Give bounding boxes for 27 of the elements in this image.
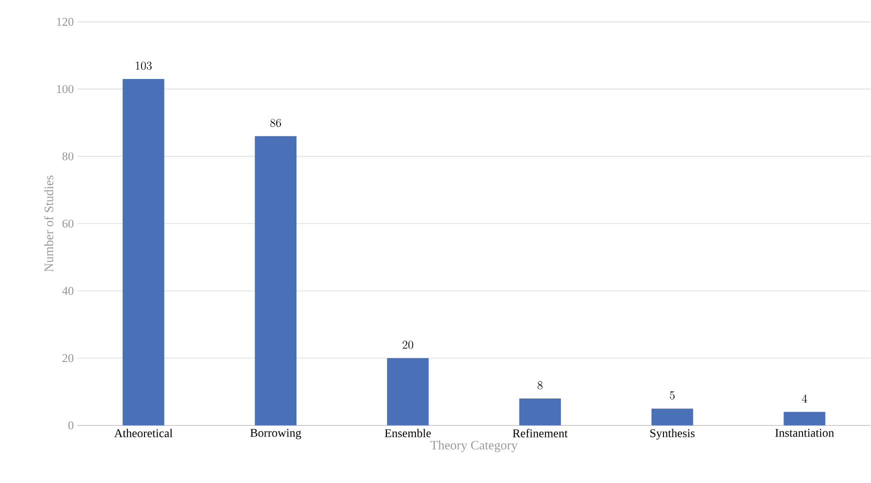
bar	[122, 79, 164, 426]
bar	[651, 408, 694, 426]
y-tick-label: 60	[62, 220, 74, 228]
x-tick-label: Instantiation	[775, 428, 834, 437]
y-tick-label: 40	[62, 286, 74, 295]
bar	[387, 358, 429, 426]
y-tick-label: 120	[57, 18, 74, 26]
y-tick-label: 80	[62, 152, 74, 160]
x-tick-label: Synthesis	[650, 428, 695, 440]
data-label: 8	[538, 381, 542, 390]
bar	[784, 412, 826, 426]
data-label: 20	[402, 340, 414, 349]
x-tick-label: Borrowing	[250, 428, 302, 440]
x-tick-label: Refinement	[512, 428, 568, 438]
y-tick-label: 100	[57, 85, 74, 94]
y-axis-title: Number of Studies	[44, 176, 54, 272]
data-label: 4	[802, 394, 808, 403]
x-tick-label: Atheoretical	[114, 428, 173, 438]
data-label: 86	[270, 118, 281, 128]
y-tick-label: 20	[62, 354, 74, 362]
bar	[519, 398, 561, 426]
y-tick-label: 0	[68, 421, 74, 430]
x-axis-title: Theory Category	[430, 440, 518, 452]
bar	[254, 136, 296, 426]
data-label: 5	[670, 391, 675, 400]
data-label: 103	[136, 62, 152, 70]
x-tick-label: Ensemble	[384, 428, 431, 438]
